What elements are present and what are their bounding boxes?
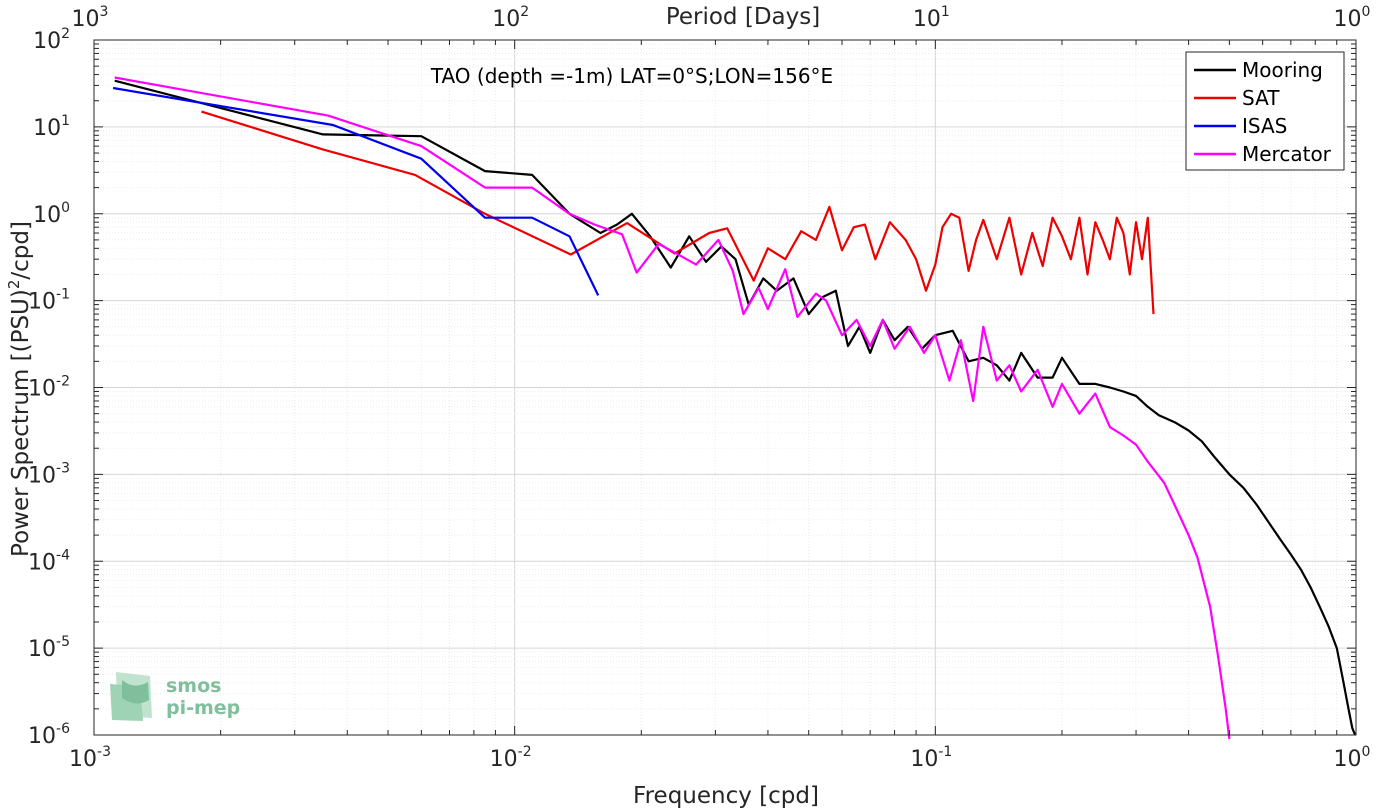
chart-title: TAO (depth =-1m) LAT=0°S;LON=156°E [430,64,833,88]
y-tick-label: 101 [33,113,70,141]
y-tick-label: 10-4 [28,547,70,575]
legend-entry: SAT [1242,86,1280,110]
smos-pi-mep-logo: smos pi-mep [110,672,240,721]
series-line-mercator [114,76,1231,740]
legend-box [1185,51,1345,171]
y-axis-label-main: Power Spectrum [(PSU) [8,289,34,557]
y-axis-label-tail: /cpd] [8,221,34,280]
svg-text:pi-mep: pi-mep [166,697,240,719]
legend-entry: ISAS [1242,114,1287,138]
x-tick-label: 10-3 [69,744,111,772]
y-tick-label: 10-1 [28,287,70,315]
series-line-sat [201,110,1155,315]
series-line-isas [112,86,600,296]
x-axis-label: Frequency [cpd] [633,783,819,809]
y-tick-label: 10-5 [28,634,70,662]
top-tick-label: 103 [72,4,109,32]
y-axis-label: Power Spectrum [(PSU)2/cpd] [5,221,34,557]
top-tick-label: 100 [1334,4,1371,32]
top-tick-label: 102 [492,4,529,32]
y-axis-label-sup: 2 [5,280,23,290]
grid-lines [93,40,1356,736]
axes-frame [93,39,1357,736]
legend: Mooring SAT ISAS Mercator [1185,51,1345,171]
series-layer [112,76,1357,740]
y-tick-label: 100 [33,200,70,228]
y-tick-label: 102 [33,26,70,54]
x-tick-label: 100 [1334,744,1371,772]
legend-entry: Mercator [1242,142,1332,166]
x-tick-label: 10-1 [910,744,952,772]
x-tick-label: 10-2 [490,744,532,772]
y-tick-label: 10-6 [28,721,70,749]
top-tick-label: 101 [913,4,950,32]
y-tick-label: 10-3 [28,460,70,488]
series-line-mooring [114,79,1357,736]
legend-entry: Mooring [1242,58,1323,82]
svg-text:smos: smos [166,675,221,697]
top-axis-label: Period [Days] [666,4,820,30]
y-tick-label: 10-2 [28,374,70,402]
